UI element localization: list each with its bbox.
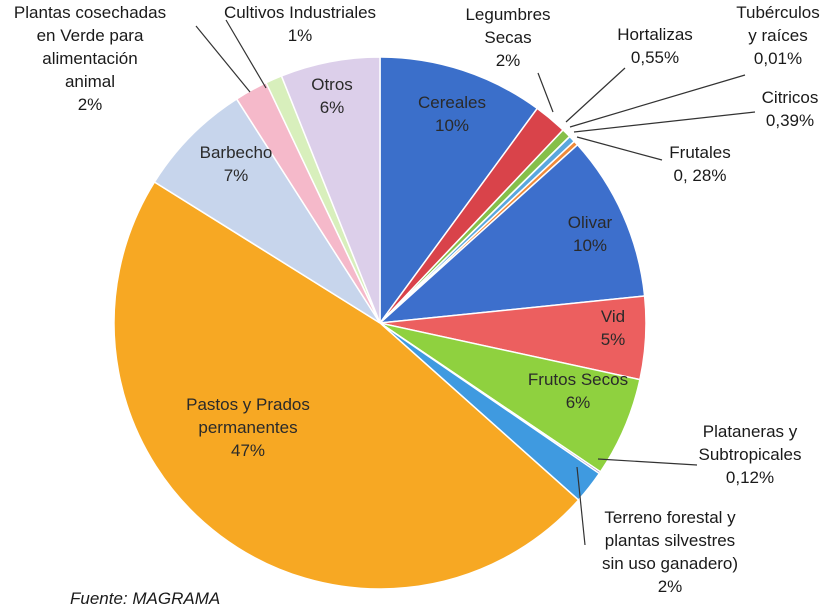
leader-line (225, 19, 267, 89)
leader-line (195, 25, 251, 93)
slice-label: Barbecho (200, 143, 273, 162)
slices (113, 56, 647, 590)
slice-value-label: 2% (78, 95, 103, 114)
slice-label: Plataneras y Subtropicales (698, 422, 801, 464)
source-note: Fuente: MAGRAMA (70, 589, 220, 608)
leader-line (597, 458, 698, 466)
slice-value-label: 6% (566, 393, 591, 412)
leader-line (573, 111, 756, 133)
slice-label: Frutos Secos (528, 370, 628, 389)
slice-label: Hortalizas (617, 25, 693, 44)
pie-slice (379, 56, 539, 326)
leader-line (576, 136, 663, 161)
leader-line (565, 67, 626, 123)
slice-value-label: 6% (320, 98, 345, 117)
slice-value-label: 7% (224, 166, 249, 185)
slice-value-label: 10% (435, 116, 469, 135)
slice-value-label: 1% (288, 26, 313, 45)
leader-line (537, 72, 554, 113)
pie-slice (280, 56, 381, 324)
pie-slice (113, 180, 580, 590)
leader-line (576, 466, 586, 546)
leader-line (569, 74, 746, 128)
slice-label: Legumbres Secas (465, 5, 550, 47)
slice-label: Terreno forestal y plantas silvestres sin … (602, 508, 738, 573)
slice-value-label: 10% (573, 236, 607, 255)
slice-label: Citricos (762, 88, 819, 107)
slice-label: Plantas cosechadas en Verde para alimentac… (14, 3, 166, 91)
slice-value-label: 2% (496, 51, 521, 70)
slice-value-label: 2% (658, 577, 683, 596)
pie-slice (377, 143, 646, 324)
slice-value-label: 0,12% (726, 468, 774, 487)
slice-value-label: 5% (601, 330, 626, 349)
slice-value-label: 0,01% (754, 49, 802, 68)
slice-value-label: 0, 28% (674, 166, 727, 185)
slice-label: Pastos y Prados permanentes (186, 395, 310, 437)
slice-label: Cereales (418, 93, 486, 112)
slice-value-label: 0,55% (631, 48, 679, 67)
slice-label: Olivar (568, 213, 613, 232)
slice-label: Frutales (669, 143, 730, 162)
slice-label: Tubérculos y raíces (736, 3, 819, 45)
pie-slice (153, 97, 381, 324)
slice-label: Vid (601, 307, 625, 326)
slice-label: Otros (311, 75, 353, 94)
slice-value-label: 0,39% (766, 111, 814, 130)
slice-label: Cultivos Industriales (224, 3, 376, 22)
slice-value-label: 47% (231, 441, 265, 460)
